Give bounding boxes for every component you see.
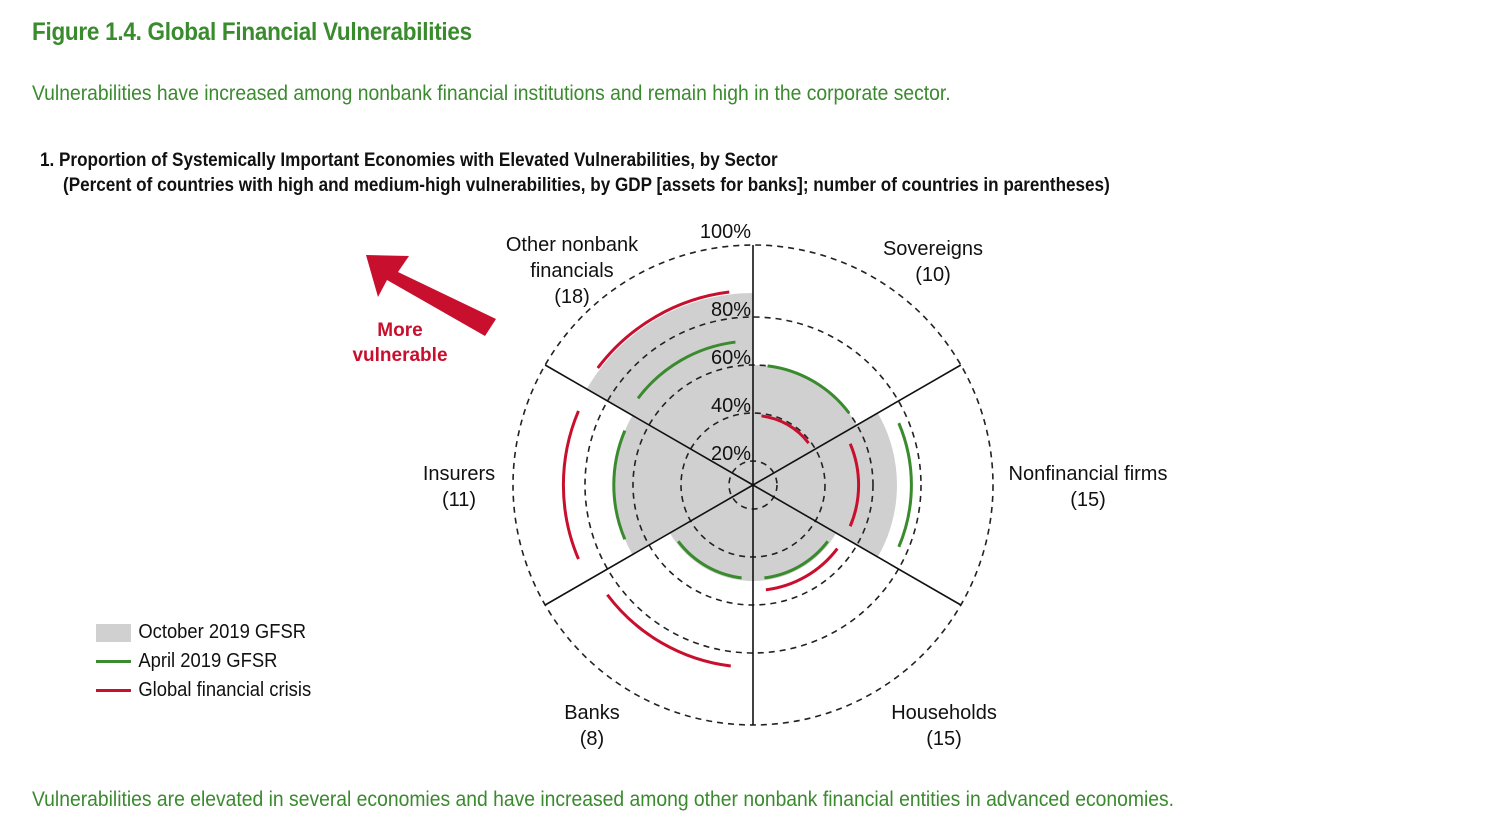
legend-item-global-financial-crisis: Global financial crisis bbox=[96, 676, 311, 705]
legend-label: October 2019 GFSR bbox=[138, 621, 307, 643]
october-2019-fill-layer bbox=[586, 293, 897, 581]
sector-label-2: Nonfinancial firms bbox=[1009, 463, 1168, 485]
legend-swatch-fill bbox=[96, 623, 131, 642]
sector-label-6: financials bbox=[530, 260, 613, 282]
legend-label: Global financial crisis bbox=[138, 679, 312, 701]
sector-label-6: (18) bbox=[554, 286, 590, 308]
more-vulnerable-annotation: More vulnerable bbox=[352, 255, 496, 366]
legend-item-april-2019: April 2019 GFSR bbox=[96, 647, 311, 676]
april-2019-arc-5 bbox=[612, 430, 627, 540]
panel-subtitle: (Percent of countries with high and medi… bbox=[63, 175, 1110, 196]
legend-swatch-line-green bbox=[96, 660, 131, 663]
sector-label-1: Sovereigns bbox=[883, 238, 983, 260]
figure-subtitle: Vulnerabilities have increased among non… bbox=[32, 82, 951, 105]
more-vulnerable-arrow bbox=[366, 255, 496, 336]
sector-labels: Sovereigns (10) Nonfinancial firms (15) Hous… bbox=[423, 234, 1168, 750]
april-2019-arc-3 bbox=[764, 540, 829, 580]
sector-divider bbox=[752, 484, 962, 606]
sector-label-1: (10) bbox=[915, 264, 951, 286]
more-vulnerable-line1: More bbox=[377, 320, 422, 341]
legend-item-october-2019: October 2019 GFSR bbox=[96, 618, 311, 647]
sector-label-5: (11) bbox=[442, 489, 476, 511]
sector-divider bbox=[544, 364, 754, 486]
gfc-arc-6 bbox=[596, 290, 730, 369]
sector-label-4: (8) bbox=[580, 728, 604, 750]
april-2019-arc-2 bbox=[897, 422, 913, 548]
sector-label-3: (15) bbox=[926, 728, 962, 750]
figure-title: Figure 1.4. Global Financial Vulnerabili… bbox=[32, 18, 472, 46]
april-2019-arc-4 bbox=[677, 540, 742, 580]
october-2019-wedge-6 bbox=[586, 293, 753, 485]
sector-label-4: Banks bbox=[564, 702, 620, 724]
series-arcs-layer bbox=[561, 290, 913, 668]
radial-tick-labels: 20% 40% 60% 80% 100% bbox=[700, 221, 751, 465]
radial-tick-label: 40% bbox=[711, 395, 751, 417]
sector-label-5: Insurers bbox=[423, 463, 495, 485]
october-2019-wedge-4 bbox=[669, 485, 753, 581]
radial-tick-label: 60% bbox=[711, 347, 751, 369]
gfc-arc-1 bbox=[761, 414, 810, 445]
gfc-arc-2 bbox=[848, 443, 861, 527]
sector-divider bbox=[752, 364, 962, 486]
more-vulnerable-line2: vulnerable bbox=[352, 345, 447, 366]
gridline-ring bbox=[584, 316, 922, 654]
sector-divider bbox=[544, 484, 754, 606]
april-2019-arc-1 bbox=[767, 364, 851, 414]
radial-tick-label: 20% bbox=[711, 443, 751, 465]
legend: October 2019 GFSR April 2019 GFSR Global… bbox=[96, 618, 330, 705]
gfc-arc-4 bbox=[606, 593, 731, 668]
sector-label-2: (15) bbox=[1070, 489, 1106, 511]
gfc-arc-3 bbox=[765, 547, 839, 592]
october-2019-wedge-3 bbox=[753, 485, 837, 581]
radial-tick-label: 80% bbox=[711, 299, 751, 321]
legend-label: April 2019 GFSR bbox=[138, 650, 278, 672]
october-2019-wedge-5 bbox=[613, 415, 753, 555]
april-2019-arc-6 bbox=[636, 340, 736, 400]
figure-footer-note: Vulnerabilities are elevated in several … bbox=[32, 788, 1175, 811]
panel-title: 1. Proportion of Systemically Important … bbox=[40, 150, 778, 171]
sector-label-6: Other nonbank bbox=[506, 234, 639, 256]
gfc-arc-5 bbox=[561, 410, 580, 560]
legend-swatch-line-red bbox=[96, 689, 131, 692]
sector-divider-lines bbox=[544, 245, 962, 725]
radial-tick-label: 100% bbox=[700, 221, 751, 243]
sector-label-3: Households bbox=[891, 702, 997, 724]
